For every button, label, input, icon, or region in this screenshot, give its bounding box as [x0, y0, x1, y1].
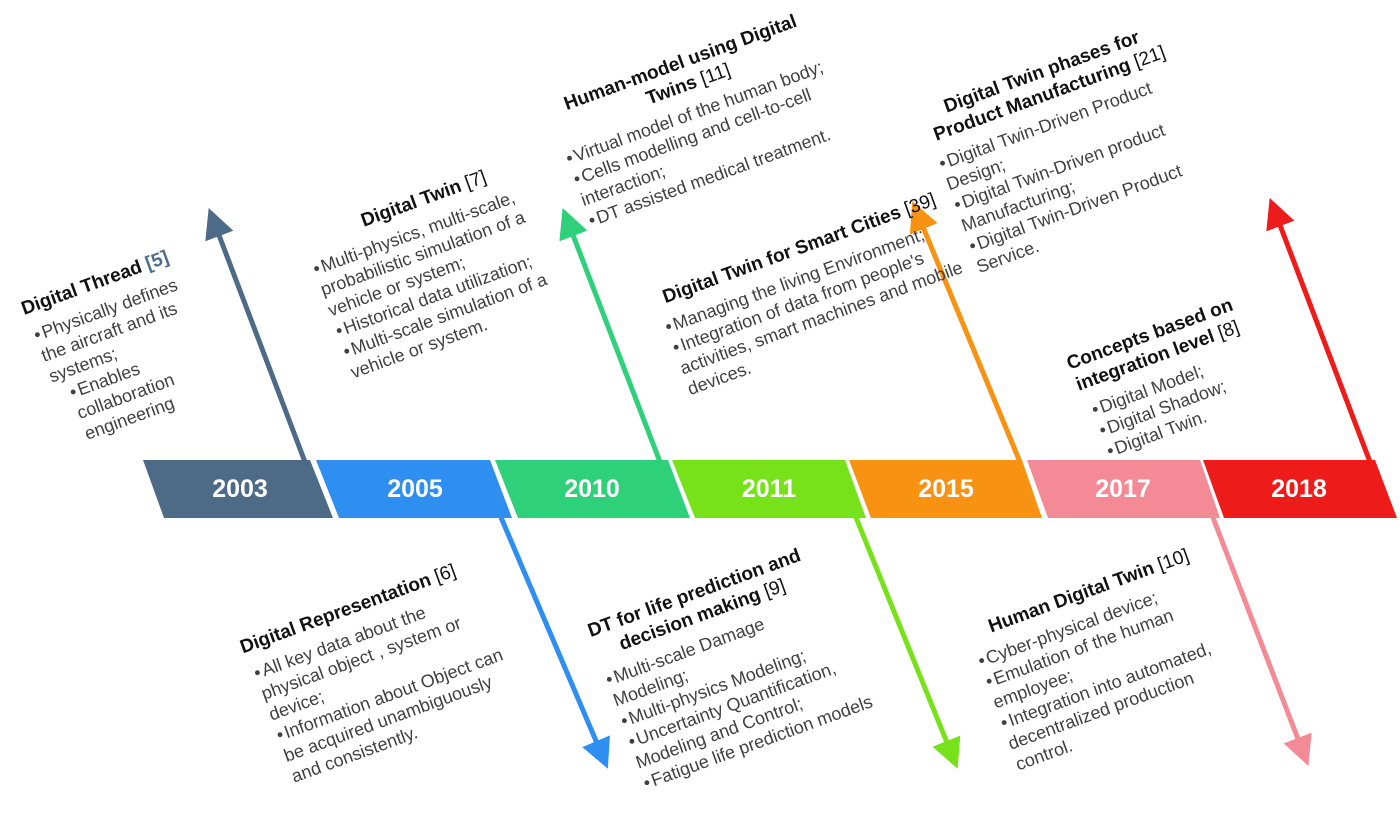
year-segment-2015: [849, 460, 1042, 518]
year-segment-2010: [495, 460, 690, 518]
year-label-2010: 2010: [564, 475, 620, 503]
arrow-2010: [559, 207, 663, 463]
year-label-2017: 2017: [1095, 475, 1151, 503]
year-segment-2005: [316, 460, 512, 518]
year-label-2003: 2003: [212, 475, 268, 503]
year-segment-2018: [1203, 460, 1397, 518]
year-label-2011: 2011: [741, 475, 797, 503]
year-label-2015: 2015: [918, 475, 974, 503]
arrow-2005: [497, 514, 610, 769]
year-segment-2003: [143, 460, 333, 518]
year-segment-2017: [1027, 460, 1220, 518]
arrow-2018: [1266, 197, 1373, 463]
year-segment-2011: [672, 460, 866, 518]
arrow-2011: [852, 514, 961, 769]
arrow-2017: [1209, 514, 1312, 767]
year-label-2005: 2005: [387, 475, 443, 503]
year-label-2018: 2018: [1271, 475, 1327, 503]
arrow-2003: [205, 207, 308, 463]
